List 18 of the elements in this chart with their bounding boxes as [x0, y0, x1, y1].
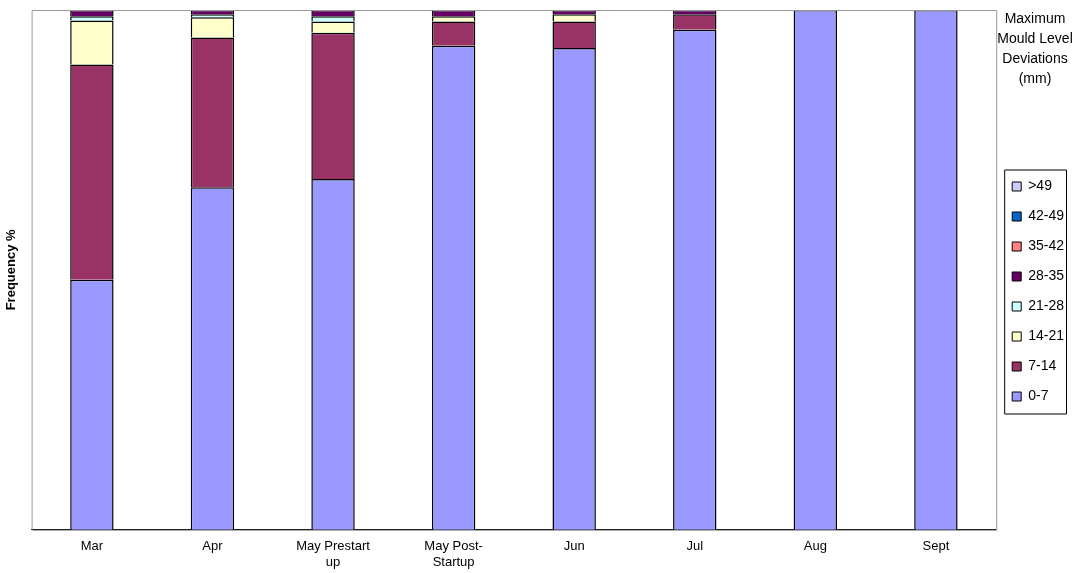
legend-label: >49 — [1028, 177, 1053, 194]
legend-title: Maximum Mould Level Deviations (mm) — [996, 9, 1074, 88]
x-tick-label: May Post-Startup — [424, 538, 483, 569]
legend-label: 0-7 — [1028, 387, 1049, 404]
x-tick-label: Sept — [922, 538, 950, 554]
y-axis-title: Frequency % — [3, 229, 19, 311]
legend-label: 35-42 — [1028, 237, 1065, 254]
x-tick-label: Jun — [563, 538, 585, 554]
legend-label: 7-14 — [1028, 357, 1057, 374]
legend-label: 21-28 — [1028, 297, 1065, 314]
legend-label: 14-21 — [1028, 327, 1065, 344]
x-tick-label: May Prestart up — [296, 538, 371, 569]
x-tick-label: Aug — [803, 538, 827, 554]
legend-label: 42-49 — [1028, 207, 1065, 224]
x-tick-label: Jul — [686, 538, 704, 554]
x-tick-label: Apr — [202, 538, 224, 554]
legend-label: 28-35 — [1028, 267, 1065, 284]
x-tick-label: Mar — [80, 538, 104, 554]
